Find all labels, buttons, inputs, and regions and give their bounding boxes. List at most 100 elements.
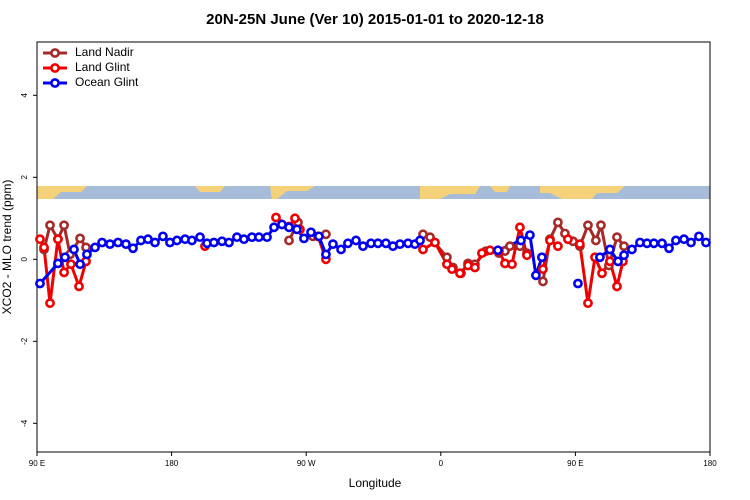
legend-marker (50, 63, 60, 73)
data-point (619, 241, 629, 252)
data-point (269, 222, 279, 233)
data-point (485, 245, 495, 256)
plot-area (35, 212, 711, 309)
data-point (75, 259, 85, 270)
data-point (395, 239, 405, 250)
data-point (686, 237, 696, 248)
data-point (612, 232, 622, 243)
legend-label: Land Glint (75, 60, 130, 74)
data-point (290, 213, 300, 224)
data-point (90, 242, 100, 253)
data-point (430, 237, 440, 248)
data-point (574, 239, 585, 250)
data-point (60, 252, 70, 263)
data-point (209, 237, 219, 248)
data-point (187, 235, 197, 246)
data-point (605, 244, 615, 255)
data-point (284, 235, 294, 246)
data-point (477, 248, 487, 259)
y-tick-label: 4 (20, 93, 29, 98)
data-point (583, 298, 593, 309)
data-point (328, 239, 338, 250)
data-point (504, 241, 515, 252)
data-point (121, 239, 131, 250)
data-point (358, 241, 368, 252)
data-point (343, 238, 353, 249)
data-point (75, 233, 85, 244)
y-tick-label: -4 (20, 419, 29, 427)
y-tick-label: -2 (20, 337, 29, 345)
data-point (469, 262, 480, 273)
data-point (516, 235, 526, 246)
data-point (254, 232, 264, 243)
data-point (596, 220, 606, 231)
data-point (515, 222, 525, 233)
data-point (455, 268, 465, 279)
data-point (664, 243, 674, 254)
y-axis-label: XCO2 - MLO trend (ppm) (0, 180, 14, 315)
data-point (583, 220, 593, 231)
map-strip (37, 186, 710, 199)
x-axis-label: Longitude (349, 476, 402, 490)
data-point (649, 238, 659, 249)
data-point (613, 256, 623, 267)
data-point (605, 256, 615, 267)
data-point (657, 238, 667, 249)
y-tick-label: 2 (20, 175, 29, 180)
x-tick-label: 90 W (297, 459, 316, 468)
data-point (224, 237, 234, 248)
data-point (553, 217, 563, 228)
data-point (597, 268, 607, 279)
x-tick-label: 180 (165, 459, 179, 468)
data-point (536, 252, 547, 263)
data-point (172, 235, 182, 246)
legend-marker (50, 78, 60, 88)
data-point (39, 242, 49, 253)
data-point (314, 231, 324, 242)
data-point (619, 250, 629, 261)
data-point (531, 270, 541, 281)
data-point (415, 235, 425, 246)
data-point (538, 264, 548, 275)
data-point (671, 235, 681, 246)
series-line (38, 215, 625, 304)
data-point (105, 239, 115, 250)
chart-title: 20N-25N June (Ver 10) 2015-01-01 to 2020… (206, 11, 544, 28)
data-point (128, 243, 138, 254)
data-point (612, 281, 622, 292)
data-point (292, 224, 302, 235)
legend-marker (50, 48, 60, 58)
data-point (627, 244, 637, 255)
data-point (418, 244, 428, 255)
data-point (113, 237, 123, 248)
data-point (45, 298, 55, 309)
legend-label: Ocean Glint (75, 75, 139, 89)
data-point (45, 220, 55, 231)
data-point (525, 230, 535, 241)
data-point (262, 232, 272, 243)
x-tick-label: 0 (439, 459, 444, 468)
data-point (573, 278, 583, 289)
data-point (306, 227, 316, 238)
data-point (351, 235, 361, 246)
data-point (35, 278, 45, 289)
data-point (447, 264, 457, 275)
plot-frame (36, 41, 711, 453)
data-point (195, 232, 205, 243)
data-point (595, 252, 605, 263)
x-tick-label: 180 (703, 459, 717, 468)
legend-label: Land Nadir (75, 45, 134, 59)
data-point (53, 234, 63, 245)
x-tick-label: 90 E (567, 459, 583, 468)
data-point (321, 249, 331, 260)
data-point (553, 241, 563, 252)
data-point (493, 245, 503, 256)
data-point (53, 258, 63, 269)
data-point (507, 259, 517, 270)
data-point (74, 281, 84, 292)
data-point (590, 235, 601, 246)
data-point (694, 231, 704, 242)
data-point (97, 237, 107, 248)
